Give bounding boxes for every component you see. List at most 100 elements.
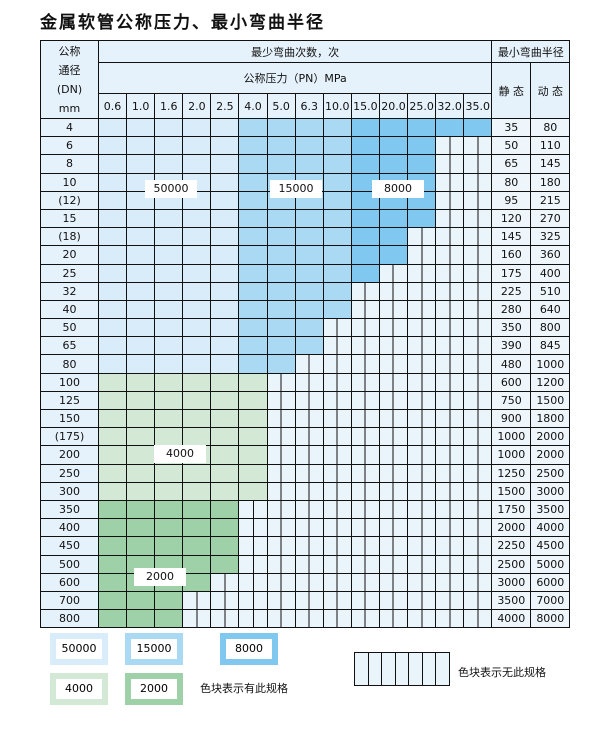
spec-available-cell: [182, 481, 212, 501]
table-row: (175) 1000 2000: [40, 427, 571, 447]
spec-unavailable-cell: [435, 536, 465, 556]
spec-unavailable-cell: [350, 499, 380, 520]
spec-available-cell: [126, 136, 156, 156]
spec-available-cell: [322, 227, 352, 247]
spec-available-cell: [238, 190, 268, 210]
spec-available-cell: [182, 318, 212, 338]
spec-unavailable-cell: [463, 499, 493, 520]
dn-cell: 8: [40, 154, 99, 174]
spec-available-cell: [126, 245, 156, 265]
dn-cell: 300: [40, 481, 99, 501]
spec-available-cell: [126, 609, 156, 629]
spec-unavailable-cell: [463, 172, 493, 192]
table-row: 20 160 360: [40, 245, 571, 265]
spec-available-cell: [182, 463, 212, 483]
spec-available-cell: [350, 117, 380, 138]
dynamic-radius-cell: 270: [530, 208, 571, 229]
zone-label-8000: 8000: [372, 180, 424, 198]
spec-unavailable-cell: [435, 318, 465, 338]
spec-available-cell: [322, 172, 352, 192]
spec-unavailable-cell: [463, 536, 493, 556]
spec-available-cell: [238, 408, 268, 429]
spec-available-cell: [294, 281, 324, 301]
dn-cell: 125: [40, 390, 99, 411]
spec-available-cell: [154, 299, 184, 320]
spec-unavailable-cell: [463, 263, 493, 283]
cycles-header: 最少弯曲次数，次: [97, 40, 493, 63]
spec-available-cell: [210, 190, 240, 210]
spec-available-cell: [182, 281, 212, 301]
spec-available-cell: [322, 154, 352, 174]
spec-unavailable-cell: [407, 318, 437, 338]
spec-unavailable-cell: [350, 572, 380, 592]
spec-available-cell: [210, 390, 240, 411]
spec-available-cell: [126, 318, 156, 338]
spec-unavailable-cell: [378, 427, 409, 447]
spec-available-cell: [154, 481, 184, 501]
table-row: 300 1500 3000: [40, 481, 571, 501]
spec-unavailable-cell: [378, 572, 409, 592]
spec-unavailable-cell: [322, 609, 352, 629]
legend-label: 8000: [226, 639, 272, 659]
spec-available-cell: [378, 136, 409, 156]
spec-available-cell: [266, 336, 296, 356]
spec-available-cell: [463, 117, 493, 138]
spec-available-cell: [154, 463, 184, 483]
static-radius-cell: 1000: [491, 427, 532, 447]
table-row: 100 600 1200: [40, 372, 571, 392]
spec-available-cell: [154, 354, 184, 374]
spec-available-cell: [97, 499, 128, 520]
spec-available-cell: [350, 208, 380, 229]
spec-unavailable-cell: [350, 336, 380, 356]
spec-unavailable-cell: [463, 572, 493, 592]
legend-has-spec: 色块表示有此规格: [200, 682, 288, 695]
spec-available-cell: [266, 227, 296, 247]
pressure-col-header: 2.5: [210, 93, 240, 119]
spec-unavailable-cell: [435, 263, 465, 283]
spec-available-cell: [126, 481, 156, 501]
spec-unavailable-cell: [407, 245, 437, 265]
spec-available-cell: [182, 536, 212, 556]
spec-unavailable-cell: [378, 390, 409, 411]
spec-unavailable-cell: [294, 609, 324, 629]
legend-15000: 15000: [125, 633, 183, 665]
static-radius-cell: 1750: [491, 499, 532, 520]
static-radius-cell: 750: [491, 390, 532, 411]
spec-available-cell: [126, 336, 156, 356]
spec-available-cell: [182, 245, 212, 265]
spec-available-cell: [350, 245, 380, 265]
spec-available-cell: [126, 227, 156, 247]
spec-available-cell: [182, 117, 212, 138]
spec-available-cell: [97, 299, 128, 320]
static-radius-cell: 65: [491, 154, 532, 174]
spec-unavailable-cell: [435, 481, 465, 501]
dynamic-radius-cell: 215: [530, 190, 571, 210]
spec-available-cell: [238, 299, 268, 320]
spec-available-cell: [97, 227, 128, 247]
spec-unavailable-cell: [350, 281, 380, 301]
spec-unavailable-cell: [378, 318, 409, 338]
spec-unavailable-cell: [435, 281, 465, 301]
dn-header-line: (DN): [56, 82, 83, 96]
spec-unavailable-cell: [322, 554, 352, 574]
spec-unavailable-cell: [407, 572, 437, 592]
spec-unavailable-cell: [210, 572, 240, 592]
table-row: 25 175 400: [40, 263, 571, 283]
spec-unavailable-cell: [266, 590, 296, 611]
dn-cell: (175): [40, 427, 99, 447]
dn-cell: 500: [40, 554, 99, 574]
zone-label-4000: 4000: [154, 445, 206, 463]
spec-unavailable-cell: [435, 554, 465, 574]
table-row: 350 1750 3500: [40, 499, 571, 520]
dn-cell: 200: [40, 445, 99, 465]
spec-available-cell: [210, 245, 240, 265]
dn-cell: 4: [40, 117, 99, 138]
spec-available-cell: [378, 208, 409, 229]
spec-unavailable-cell: [463, 190, 493, 210]
dn-cell: 80: [40, 354, 99, 374]
spec-available-cell: [350, 263, 380, 283]
spec-unavailable-cell: [435, 208, 465, 229]
spec-unavailable-cell: [435, 372, 465, 392]
spec-available-cell: [97, 154, 128, 174]
spec-unavailable-cell: [435, 463, 465, 483]
